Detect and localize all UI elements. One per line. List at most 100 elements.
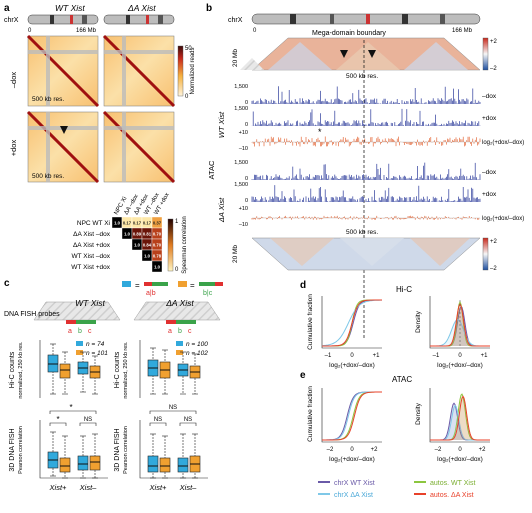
c-n-swatch-bc [176, 350, 183, 355]
b-tick: 0 [245, 198, 248, 204]
e-ylabel-cdf: Cumulative fraction [307, 386, 314, 442]
c-n-swatch-ab [176, 341, 183, 346]
a-ideogram-da-band [158, 15, 163, 24]
b-star: * [318, 127, 322, 137]
b-ratio-label: log₂(+dox/–dox) [482, 216, 524, 222]
d-ylabel-cdf: Cumulative fraction [307, 294, 314, 350]
a-resolution-bottom: 500 kb res. [32, 173, 64, 180]
d-xtick: +1 [481, 353, 489, 359]
c-title-da: ΔA Xist [165, 298, 194, 308]
c-sig-mark: NS [169, 405, 177, 411]
atac-signal [251, 108, 481, 126]
a-heatmap-da-plus [102, 110, 176, 184]
c-n-da-ab: n = 100 [186, 341, 208, 348]
d-xlabel: log₂(+dox/–dox) [329, 362, 375, 369]
b-tick: 1,500 [234, 160, 248, 166]
a-ideogram-da [103, 14, 175, 25]
c-legend-swatch-ab [122, 281, 131, 287]
c-probe-letter-a: a [68, 328, 72, 335]
cdf-curve [322, 391, 382, 441]
e-xtick: +2 [371, 447, 379, 453]
c-probe-letter-b: b [178, 328, 182, 335]
c-ylabel-fish-sub-wt: Pearson correlation [18, 426, 24, 474]
b-tick: 0 [245, 176, 248, 182]
d-title: Hi-C [396, 285, 412, 294]
b-scale-end: 166 Mb [452, 28, 473, 34]
c-boxplots [47, 343, 201, 479]
b-triangle-height-top: 20 Mb [232, 49, 239, 67]
c-sig-mark: * [69, 403, 72, 412]
a-corr-row-label: ΔA Xist +dox [73, 242, 111, 249]
b-track-label-plus: +dox [482, 191, 497, 198]
panel-d: d Hi-C Cumulative fraction Density –1 0 … [300, 280, 490, 369]
box-body [59, 457, 71, 473]
corr-value: 0.89 [133, 232, 142, 237]
b-triangle-height-bottom: 20 Mb [232, 245, 239, 263]
a-corr-col-headers: NPC Xi ΔA –dox ΔA +dox WT –dox WT +dox [114, 192, 171, 216]
c-legend-bar-ab-a [144, 282, 152, 286]
e-xtick: 0 [458, 447, 462, 453]
panel-label-e: e [300, 370, 306, 381]
b-track-label-minus: –dox [482, 93, 497, 100]
a-colorbar-min: 0 [185, 94, 189, 100]
b-ratio-tick: –10 [239, 146, 248, 152]
box-body [77, 455, 89, 471]
a-heatmap-wt-minus [26, 34, 100, 108]
d-axes [321, 296, 490, 349]
c-legend-eq: = [190, 281, 195, 290]
a-ideogram-da-band [126, 15, 130, 24]
b-arrowhead-marker [340, 50, 348, 58]
figure-legend: chrX WT Xist autos. WT Xist chrX ΔA Xist… [318, 480, 475, 499]
atac-ratio [251, 215, 481, 220]
b-ratio-tick: +10 [239, 206, 248, 212]
b-ideogram-band [402, 14, 408, 24]
e-xtick: +2 [479, 447, 487, 453]
c-sig-mark: NS [84, 417, 92, 423]
b-ideogram-band [290, 14, 296, 24]
a-row-label-minus: –dox [9, 72, 18, 89]
c-xlabel-plus-da: Xist+ [149, 483, 168, 492]
e-xlabel-den: log₂(+dox/–dox) [437, 456, 483, 463]
a-ideogram-da-band [146, 15, 149, 24]
b-scale-start: 0 [253, 28, 257, 34]
a-corr-row-label: WT Xist –dox [71, 253, 110, 260]
c-ylabel-hic-da: Hi-C counts [114, 351, 121, 388]
corr-cell [151, 260, 163, 273]
d-ylabel-den: Density [415, 310, 422, 332]
d-curves [321, 299, 490, 348]
b-colorbar-top-min: –2 [490, 66, 497, 72]
b-track-label-minus: –dox [482, 169, 497, 176]
d-xtick: –1 [433, 353, 440, 359]
c-ylabel-hic-wt: Hi-C counts [9, 351, 16, 388]
a-colorbar-label: Normalized reads [190, 47, 196, 94]
b-colorbar-bottom-min: –2 [490, 266, 497, 272]
c-probe-strip-da [133, 301, 221, 324]
c-probe-strip-wt [33, 301, 121, 324]
a-ideogram-wt-band [50, 15, 54, 24]
cdf-curve [322, 391, 382, 441]
corr-value: 1.0 [154, 265, 160, 270]
d-xtick: 0 [458, 353, 462, 359]
legend-label: chrX WT Xist [334, 480, 375, 487]
box-body [159, 457, 171, 473]
b-ideogram-band [330, 14, 334, 24]
c-legend-bar-bc-c [215, 282, 223, 286]
legend-label: chrX ΔA Xist [334, 492, 373, 499]
b-ratio-label: log₂(+dox/–dox) [482, 140, 524, 146]
box-body [59, 363, 71, 379]
b-boundary-label: Mega-domain boundary [312, 30, 386, 37]
b-ratio-tick: +10 [239, 130, 248, 136]
c-probe-letter-c: c [88, 328, 92, 335]
c-ylabel-fish-da: 3D DNA FISH [114, 428, 121, 471]
c-ylabel-fish-wt: 3D DNA FISH [9, 428, 16, 471]
b-colorbar-bottom-max: +2 [490, 239, 498, 245]
c-sig-mark: NS [184, 417, 192, 423]
b-tick: 0 [245, 100, 248, 106]
b-div-colorbar-bottom [482, 237, 489, 271]
panel-label-b: b [206, 3, 212, 14]
b-tick: 1,500 [234, 84, 248, 90]
corr-value: 0.17 [143, 221, 152, 226]
b-ratio-tick: –10 [239, 222, 248, 228]
a-ideogram-wt-band [70, 15, 73, 24]
c-probe-letter-c: c [188, 328, 192, 335]
